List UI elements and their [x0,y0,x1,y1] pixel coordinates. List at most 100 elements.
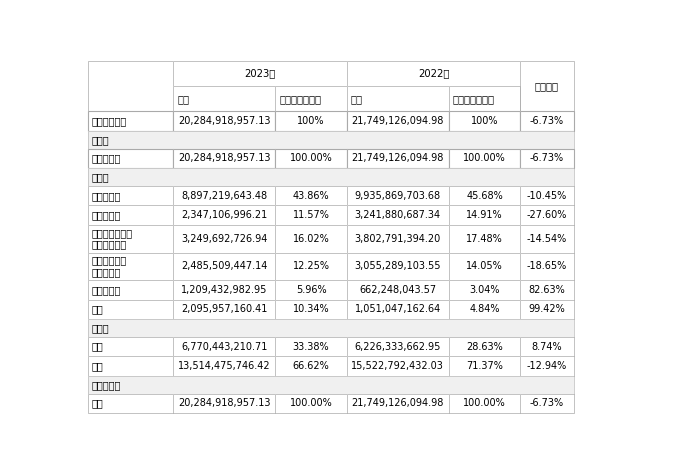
Bar [88,280,173,300]
Bar [275,252,346,280]
Text: 13,514,475,746.42: 13,514,475,746.42 [178,361,270,371]
Bar [275,186,346,205]
Bar [275,252,346,280]
Bar [520,61,573,112]
Bar [88,205,173,225]
Bar [173,112,275,131]
Bar [449,300,520,319]
Text: 2023年: 2023年 [244,68,276,78]
Bar [88,280,173,300]
Bar [275,280,346,300]
Bar [173,252,275,280]
Bar [346,393,449,413]
Bar [88,131,573,149]
Text: 1,051,047,162.64: 1,051,047,162.64 [355,304,441,314]
Text: 45.68%: 45.68% [466,191,503,201]
Text: 2,485,509,447.14: 2,485,509,447.14 [181,261,267,272]
Bar [449,252,520,280]
Bar [88,337,173,356]
Bar [520,225,573,252]
Bar [173,186,275,205]
Bar [346,205,449,225]
Bar [173,337,275,356]
Bar [449,86,520,112]
Bar [88,337,173,356]
Bar [88,131,573,149]
Bar [520,112,573,131]
Bar [346,337,449,356]
Bar [88,393,173,413]
Bar [173,356,275,376]
Bar [173,280,275,300]
Text: 82.63%: 82.63% [528,285,566,295]
Bar [275,337,346,356]
Bar [449,356,520,376]
Bar [520,205,573,225]
Bar [449,300,520,319]
Text: -27.60%: -27.60% [527,210,567,220]
Bar [449,393,520,413]
Bar [88,252,173,280]
Text: 电动工具、智能
家居和出行类: 电动工具、智能 家居和出行类 [91,228,132,250]
Text: 100%: 100% [298,116,325,126]
Text: 笔记本电脑和
平板电脑类: 笔记本电脑和 平板电脑类 [91,256,127,277]
Bar [173,205,275,225]
Bar [520,225,573,252]
Text: -14.54%: -14.54% [527,234,567,244]
Bar [346,149,449,168]
Bar [520,300,573,319]
Bar [449,205,520,225]
Bar [275,86,346,112]
Bar [346,337,449,356]
Bar [88,205,173,225]
Text: 自销: 自销 [91,398,103,408]
Bar [520,356,573,376]
Bar [449,225,520,252]
Text: 71.37%: 71.37% [466,361,503,371]
Bar [275,86,346,112]
Bar [520,252,573,280]
Bar [449,356,520,376]
Bar [449,280,520,300]
Text: 99.42%: 99.42% [528,304,566,314]
Bar [88,300,173,319]
Bar [520,61,573,112]
Text: 6,770,443,210.71: 6,770,443,210.71 [181,341,267,352]
Bar [173,280,275,300]
Bar [173,356,275,376]
Bar [520,149,573,168]
Bar [449,112,520,131]
Text: 14.91%: 14.91% [466,210,503,220]
Text: 境外: 境外 [91,361,103,371]
Bar [88,252,173,280]
Text: 分产品: 分产品 [91,172,109,182]
Bar [173,149,275,168]
Text: 33.38%: 33.38% [293,341,329,352]
Bar [88,186,173,205]
Text: 3,055,289,103.55: 3,055,289,103.55 [355,261,441,272]
Bar [275,356,346,376]
Text: 662,248,043.57: 662,248,043.57 [359,285,436,295]
Text: -18.65%: -18.65% [527,261,567,272]
Bar [449,337,520,356]
Text: 5.96%: 5.96% [295,285,326,295]
Text: 10.34%: 10.34% [293,304,329,314]
Bar [520,393,573,413]
Text: -6.73%: -6.73% [530,153,564,163]
Text: 20,284,918,957.13: 20,284,918,957.13 [178,398,270,408]
Bar [275,112,346,131]
Bar [88,319,573,337]
Bar [346,280,449,300]
Bar [520,186,573,205]
Bar [173,393,275,413]
Bar [173,300,275,319]
Text: 15,522,792,432.03: 15,522,792,432.03 [351,361,444,371]
Text: 分销售模式: 分销售模式 [91,380,120,390]
Text: -6.73%: -6.73% [530,116,564,126]
Bar [346,300,449,319]
Bar [88,356,173,376]
Bar [88,168,573,186]
Text: 20,284,918,957.13: 20,284,918,957.13 [178,116,270,126]
Bar [449,112,520,131]
Bar [346,61,520,86]
